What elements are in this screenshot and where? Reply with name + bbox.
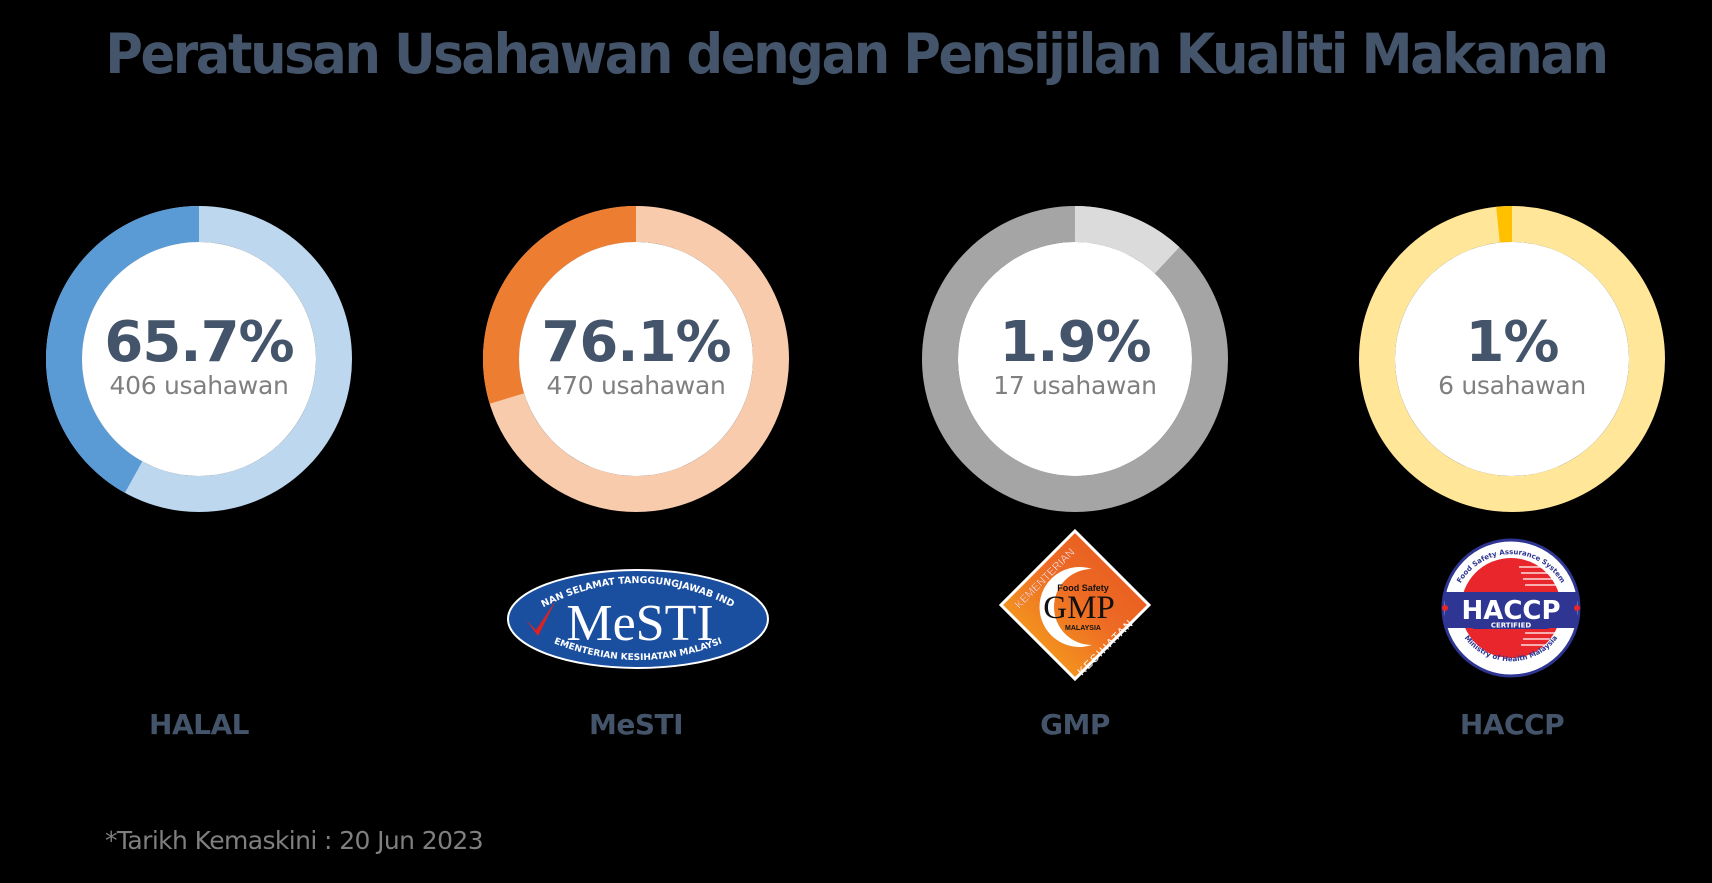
page-title: Peratusan Usahawan dengan Pensijilan Kua… [105, 22, 1609, 86]
svg-text:GMP: GMP [1043, 590, 1115, 626]
cert-label-haccp: HACCP [1459, 708, 1565, 741]
donut-halal: 65.7% 406 usahawan [46, 206, 352, 512]
donut-hole [519, 242, 753, 476]
count-value: 17 usahawan [993, 371, 1157, 400]
donut-chart-mesti [483, 206, 789, 512]
donut-segment-secondary [1359, 206, 1665, 512]
percent-value: 65.7% [104, 310, 294, 375]
donut-hole [82, 242, 316, 476]
crescent-icon [1039, 567, 1092, 647]
count-value: 6 usahawan [1438, 371, 1586, 400]
donut-haccp: 1% 6 usahawan [1359, 206, 1665, 512]
count-value: 406 usahawan [109, 371, 289, 400]
svg-text:Food Safety: Food Safety [1057, 583, 1109, 593]
cert-label-gmp: GMP [1040, 708, 1110, 741]
haccp-logo: HACCP CERTIFIED Food Safety Assurance Sy… [1441, 538, 1581, 678]
donut-segment-primary [1496, 206, 1513, 243]
donut-chart-haccp [1359, 206, 1665, 512]
last-updated-note: *Tarikh Kemaskini : 20 Jun 2023 [105, 826, 484, 855]
mesti-logo-main-text: MeSTI [566, 595, 713, 652]
mesti-logo: MAKANAN SELAMAT TANGGUNGJAWAB INDUSTRI M… [506, 568, 769, 669]
cert-label-halal: HALAL [149, 708, 249, 741]
donut-hole [1395, 242, 1629, 476]
percent-value: 1% [1465, 310, 1559, 375]
percent-value: 76.1% [541, 310, 731, 375]
svg-text:MALAYSIA: MALAYSIA [1065, 625, 1101, 632]
svg-text:CERTIFIED: CERTIFIED [1491, 622, 1532, 630]
count-value: 470 usahawan [546, 371, 726, 400]
donut-mesti: 76.1% 470 usahawan [483, 206, 789, 512]
donut-chart-halal [46, 206, 352, 512]
donut-chart-gmp [922, 206, 1228, 512]
donut-segment-secondary [1074, 206, 1180, 274]
cert-label-mesti: MeSTI [588, 708, 684, 741]
donut-hole [958, 242, 1192, 476]
percent-value: 1.9% [999, 310, 1151, 375]
donut-segment-primary [483, 206, 637, 404]
donut-gmp: 1.9% 17 usahawan [922, 206, 1228, 512]
donut-segment-primary [46, 206, 200, 493]
checkmark-icon [526, 600, 556, 636]
gmp-logo: Food Safety GMP MALAYSIA KEMENTERIAN KES… [998, 528, 1152, 682]
